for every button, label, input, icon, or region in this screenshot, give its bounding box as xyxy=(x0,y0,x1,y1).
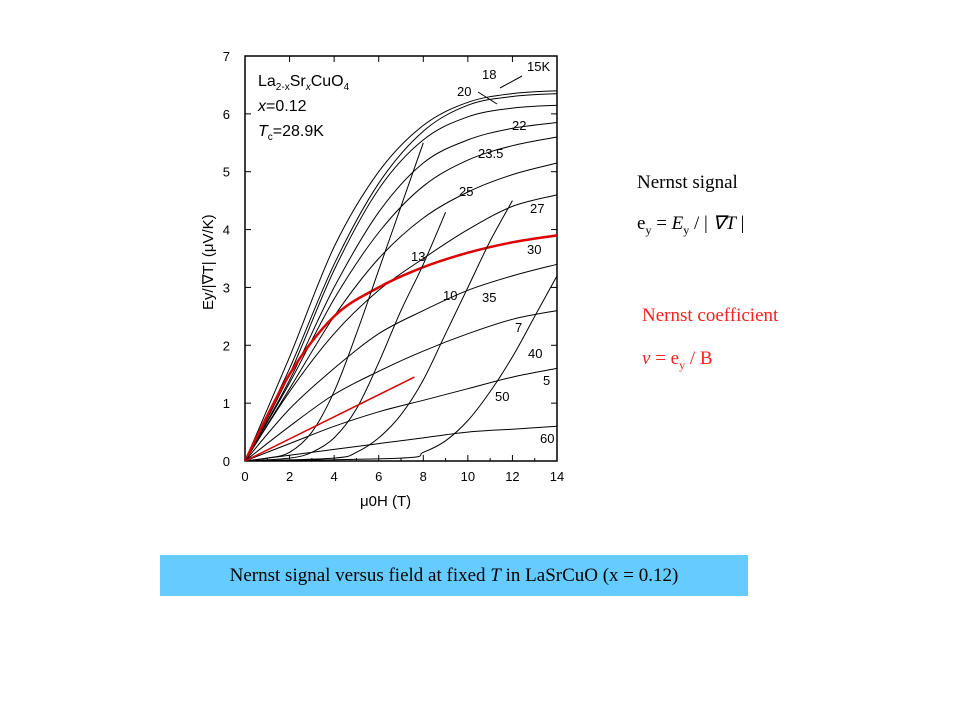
curve-22 xyxy=(244,122,558,462)
curves xyxy=(243,90,558,462)
x-tick-label: 12 xyxy=(505,469,519,484)
caption-banner: Nernst signal versus field at fixed T in… xyxy=(160,555,748,596)
y-axis-title: Ey/|∇T| (μV/K) xyxy=(200,214,217,310)
inset-doping: x=0.12 xyxy=(257,98,307,115)
nernst-signal-formula: ey = Ey / | ∇T | xyxy=(637,213,745,237)
curve-label-15K: 15K xyxy=(527,59,550,74)
x-tick-label: 8 xyxy=(420,469,427,484)
nernst-signal-title: Nernst signal xyxy=(637,172,738,193)
curve-label-27: 27 xyxy=(530,201,544,216)
y-tick-label: 7 xyxy=(223,49,230,64)
curve-5 xyxy=(244,275,558,462)
x-tick-label: 2 xyxy=(286,469,293,484)
x-tick-label: 0 xyxy=(241,469,248,484)
curve-label-25: 25 xyxy=(459,184,473,199)
y-tick-label: 0 xyxy=(223,454,230,469)
curve-label-18: 18 xyxy=(482,67,496,82)
curve-25 xyxy=(244,162,558,462)
curve-50 xyxy=(244,367,558,462)
pointer-18 xyxy=(477,91,498,105)
curve-labels: 15K 18 20 22 23.5 25 27 30 13 10 35 7 405 50 60 xyxy=(411,59,554,446)
curve-27 xyxy=(244,194,558,462)
curve-15K xyxy=(244,90,558,462)
curve-label-22: 22 xyxy=(512,118,526,133)
curve-label-7: 7 xyxy=(515,320,522,335)
curve-label-40: 40 xyxy=(528,346,542,361)
pointer-15k xyxy=(499,75,523,89)
x-tick-label: 4 xyxy=(331,469,338,484)
curve-18 xyxy=(244,93,558,462)
curve-20 xyxy=(244,104,558,462)
curve-23-5 xyxy=(244,136,558,462)
plot-border xyxy=(244,55,558,462)
curve-13 xyxy=(244,142,424,462)
y-tick-label: 4 xyxy=(223,223,230,238)
curve-label-35: 35 xyxy=(482,290,496,305)
x-axis-title: μ0H (T) xyxy=(360,493,411,510)
plot-frame xyxy=(244,55,558,462)
curve-label-60: 60 xyxy=(540,431,554,446)
curve-label-30: 30 xyxy=(527,242,541,257)
y-tick-label: 5 xyxy=(223,165,230,180)
y-tick-label: 6 xyxy=(223,107,230,122)
x-tick-label: 10 xyxy=(461,469,475,484)
curve-label-50: 50 xyxy=(495,389,509,404)
curve-40 xyxy=(244,310,558,462)
curve-label-10: 10 xyxy=(443,288,457,303)
inset-tc: Tc=28.9K xyxy=(258,123,324,143)
nernst-coefficient-formula: ν = ey / B xyxy=(642,348,713,372)
curve-label-23-5: 23.5 xyxy=(478,146,503,161)
y-tick-label: 1 xyxy=(223,396,230,411)
curve-10 xyxy=(244,212,447,462)
curve-label-13: 13 xyxy=(411,249,425,264)
nernst-coefficient-title: Nernst coefficient xyxy=(642,305,779,326)
x-tick-label: 6 xyxy=(375,469,382,484)
curve-7 xyxy=(244,200,513,462)
y-tick-label: 2 xyxy=(223,338,230,353)
x-tick-label: 14 xyxy=(550,469,564,484)
y-tick-label: 3 xyxy=(223,280,230,295)
curve-label-20: 20 xyxy=(457,84,471,99)
curve-35 xyxy=(244,263,558,462)
curve-label-5: 5 xyxy=(543,373,550,388)
x-axis-title-text: μ0H (T) xyxy=(360,493,411,510)
curve-60 xyxy=(244,425,558,462)
red-linear-fit xyxy=(244,376,415,462)
curve-30 xyxy=(243,234,558,462)
inset-formula: La2-xSrxCuO4 xyxy=(258,73,350,93)
